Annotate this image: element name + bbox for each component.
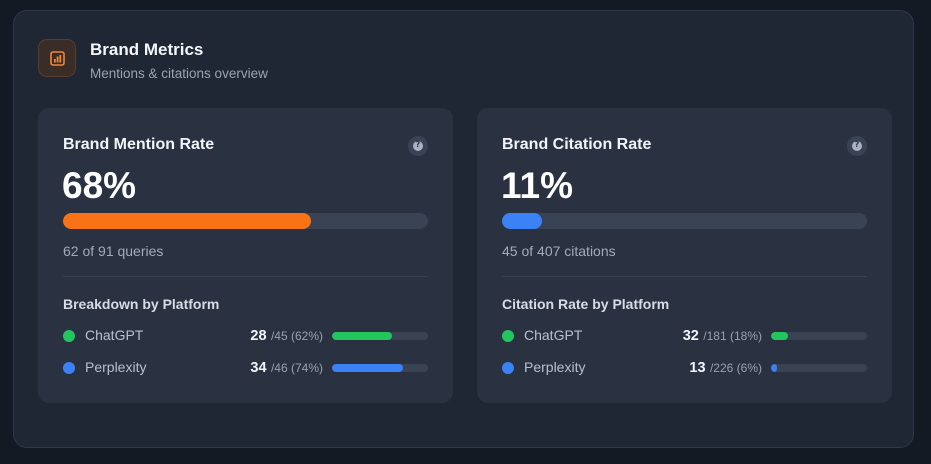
status-dot-icon xyxy=(502,362,514,374)
bar-chart-icon xyxy=(38,39,76,77)
status-dot-icon xyxy=(63,362,75,374)
rate-progress-bar xyxy=(502,213,867,229)
platform-progress-fill xyxy=(332,332,392,340)
platform-progress-fill xyxy=(771,364,777,372)
platform-stat: 13 /226 (6%) xyxy=(689,359,762,377)
breakdown-title: Breakdown by Platform xyxy=(63,296,220,312)
rate-value: 68% xyxy=(62,165,137,206)
citation-rate-card: Brand Citation Rate ? 11% 45 of 407 cita… xyxy=(477,108,892,403)
platform-count: 13 xyxy=(689,360,706,376)
platform-count: 28 xyxy=(250,328,267,344)
divider xyxy=(502,276,867,277)
mention-rate-card: Brand Mention Rate ? 68% 62 of 91 querie… xyxy=(38,108,453,403)
platform-row-chatgpt: ChatGPT 32 /181 (18%) xyxy=(502,327,867,345)
rate-progress-fill xyxy=(502,213,543,229)
panel-title: Brand Metrics xyxy=(90,40,204,59)
platform-stat: 34 /46 (74%) xyxy=(250,359,323,377)
platform-row-perplexity: Perplexity 13 /226 (6%) xyxy=(502,359,867,377)
platform-progress-bar xyxy=(332,332,428,340)
panel-subtitle: Mentions & citations overview xyxy=(90,66,268,81)
question-circle-icon[interactable]: ? xyxy=(847,136,867,156)
brand-metrics-panel: Brand Metrics Mentions & citations overv… xyxy=(13,10,914,448)
platform-progress-bar xyxy=(771,332,867,340)
platform-name: Perplexity xyxy=(524,359,586,375)
platform-detail: /45 (62%) xyxy=(270,329,323,343)
platform-progress-fill xyxy=(332,364,404,372)
rate-value: 11% xyxy=(501,165,574,206)
platform-count: 34 xyxy=(250,360,267,376)
platform-name: Perplexity xyxy=(85,359,147,375)
platform-stat: 32 /181 (18%) xyxy=(683,327,762,345)
platform-name: ChatGPT xyxy=(524,327,583,343)
rate-subtext: 62 of 91 queries xyxy=(63,243,164,259)
status-dot-icon xyxy=(502,330,514,342)
platform-stat: 28 /45 (62%) xyxy=(250,327,323,345)
platform-row-perplexity: Perplexity 34 /46 (74%) xyxy=(63,359,428,377)
platform-name: ChatGPT xyxy=(85,327,144,343)
card-title: Brand Citation Rate xyxy=(502,136,652,153)
platform-row-chatgpt: ChatGPT 28 /45 (62%) xyxy=(63,327,428,345)
breakdown-title: Citation Rate by Platform xyxy=(502,296,670,312)
rate-subtext: 45 of 407 citations xyxy=(502,243,616,259)
platform-progress-bar xyxy=(771,364,867,372)
status-dot-icon xyxy=(63,330,75,342)
divider xyxy=(63,276,428,277)
platform-detail: /226 (6%) xyxy=(709,361,762,375)
rate-progress-bar xyxy=(63,213,428,229)
question-circle-icon[interactable]: ? xyxy=(408,136,428,156)
platform-progress-bar xyxy=(332,364,428,372)
platform-detail: /181 (18%) xyxy=(703,329,762,343)
platform-count: 32 xyxy=(682,328,699,344)
platform-progress-fill xyxy=(771,332,789,340)
rate-progress-fill xyxy=(63,213,312,229)
platform-detail: /46 (74%) xyxy=(270,361,323,375)
card-title: Brand Mention Rate xyxy=(63,136,215,153)
